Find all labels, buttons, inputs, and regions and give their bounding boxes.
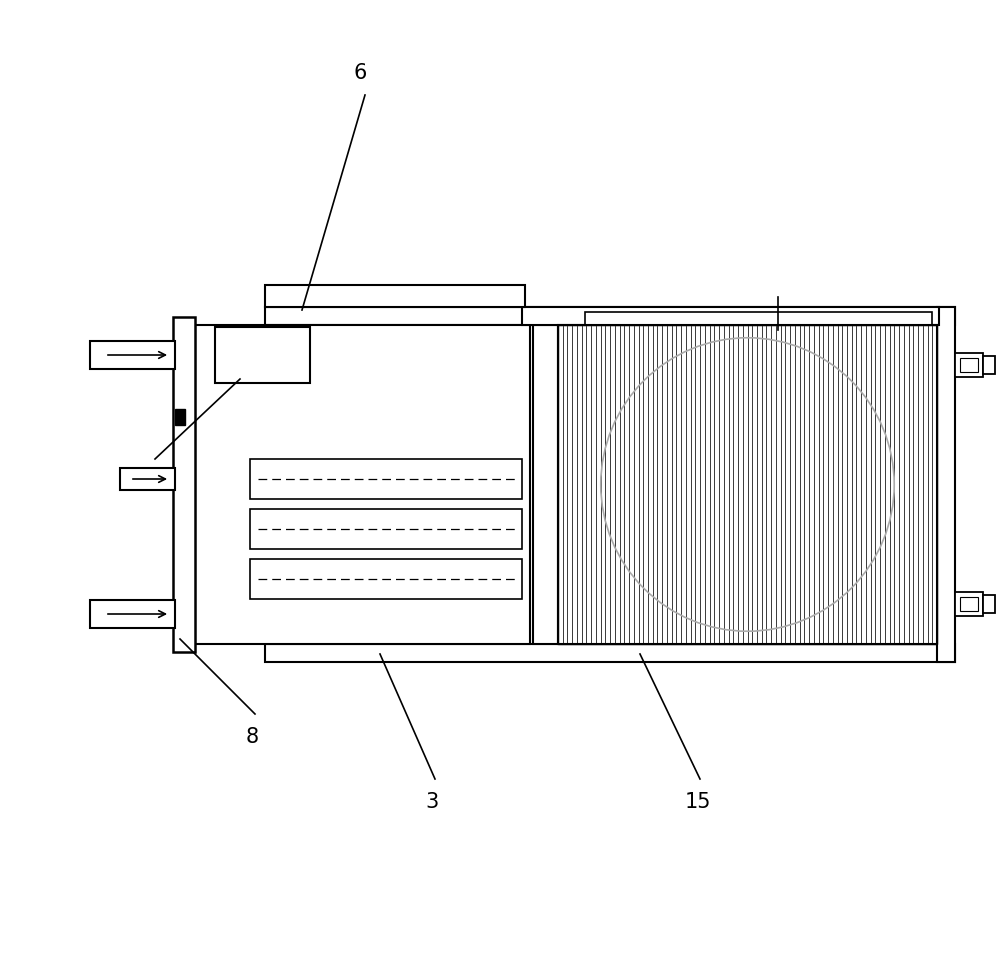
Bar xyxy=(534,326,557,643)
Bar xyxy=(215,327,310,383)
Text: 7: 7 xyxy=(231,347,245,367)
Text: 8: 8 xyxy=(245,727,259,747)
Bar xyxy=(955,592,983,616)
Bar xyxy=(90,600,175,628)
Bar xyxy=(522,307,939,325)
Bar xyxy=(250,559,522,599)
Bar xyxy=(955,353,983,377)
Bar xyxy=(265,307,955,325)
Bar xyxy=(266,308,954,324)
Text: 3: 3 xyxy=(425,792,439,812)
Bar xyxy=(196,326,529,643)
Bar xyxy=(533,325,558,644)
Bar xyxy=(983,356,995,374)
Bar xyxy=(90,341,175,369)
Bar xyxy=(195,325,530,644)
Text: 6: 6 xyxy=(353,63,367,83)
Bar xyxy=(266,645,954,661)
Bar xyxy=(960,358,978,372)
Bar xyxy=(173,317,195,652)
Bar xyxy=(250,459,522,499)
Bar xyxy=(983,595,995,613)
Bar xyxy=(523,308,938,324)
Bar xyxy=(267,287,524,306)
Text: 15: 15 xyxy=(685,792,711,812)
Bar xyxy=(937,307,955,662)
Bar xyxy=(265,644,955,662)
Bar xyxy=(558,325,937,644)
Bar xyxy=(960,597,978,611)
Bar xyxy=(250,509,522,549)
Bar xyxy=(585,312,932,325)
Bar xyxy=(265,285,525,307)
Bar xyxy=(120,468,175,490)
Bar xyxy=(558,325,937,644)
Bar xyxy=(175,409,185,425)
